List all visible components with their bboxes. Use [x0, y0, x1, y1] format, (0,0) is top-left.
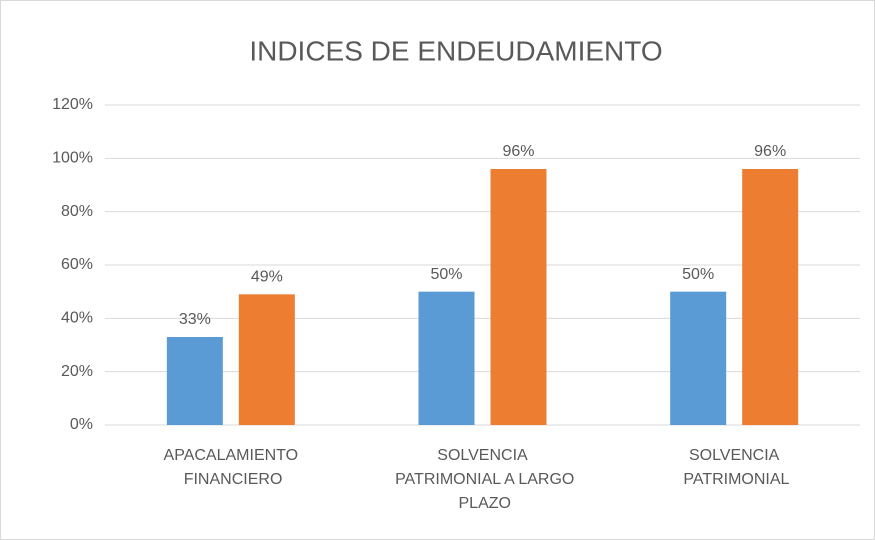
x-tick-label: SOLVENCIA PATRIMONIAL: [679, 447, 790, 488]
chart-title: INDICES DE ENDEUDAMIENTO: [249, 35, 662, 66]
bar: [670, 291, 727, 425]
data-label: 50%: [430, 266, 462, 283]
y-tick-label: 60%: [61, 256, 93, 273]
x-tick-label: SOLVENCIA PATRIMONIAL A LARGO PLAZO: [391, 447, 575, 512]
y-tick-label: 40%: [61, 310, 93, 327]
data-label: 33%: [179, 311, 211, 328]
y-tick-label: 80%: [61, 203, 93, 220]
data-label: 96%: [754, 143, 786, 160]
x-tick-label: APACALAMIENTO FINANCIERO: [164, 447, 299, 488]
y-tick-label: 20%: [61, 363, 93, 380]
bar: [490, 169, 547, 425]
data-label: 49%: [251, 269, 283, 286]
bar: [418, 291, 475, 425]
y-tick-label: 0%: [70, 416, 93, 433]
data-label: 50%: [682, 266, 714, 283]
bar: [742, 169, 799, 425]
y-tick-label: 120%: [52, 96, 93, 113]
data-label: 96%: [502, 143, 534, 160]
bar: [238, 294, 295, 425]
bar: [166, 337, 223, 425]
y-tick-label: 100%: [52, 150, 93, 167]
